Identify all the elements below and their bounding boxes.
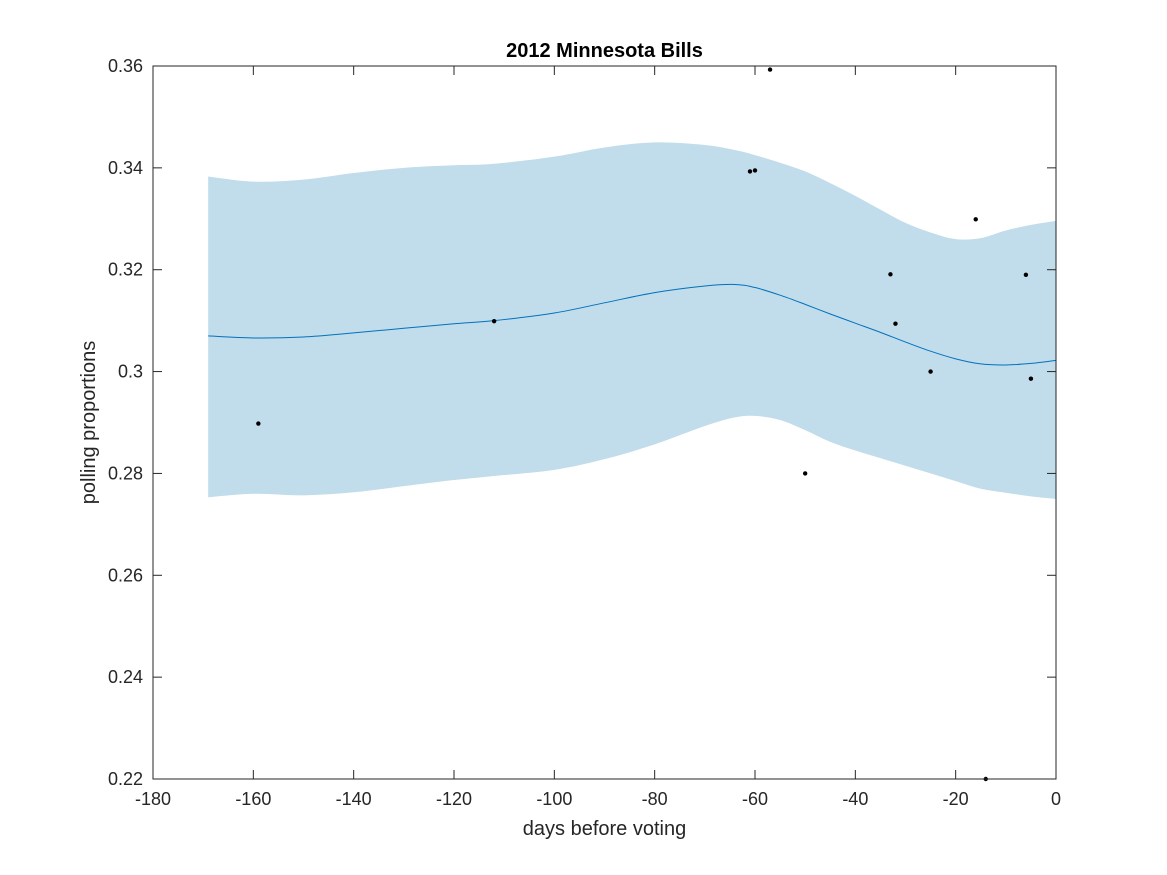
ticks-layer: -180 -160 -140 -120 -100 -80 -60 -40 -20 0 0.22 0.2… <box>108 56 1061 809</box>
data-point <box>491 318 497 324</box>
data-point <box>1028 376 1034 381</box>
x-axis-label: days before voting <box>523 818 686 840</box>
chart-title: 2012 Minnesota Bills <box>506 40 703 62</box>
y-axis-label: polling proportions <box>78 341 100 504</box>
axes-frame <box>152 65 1057 780</box>
y-tick-label: 0.36 <box>108 56 143 76</box>
confidence-band-layer <box>208 142 1056 499</box>
x-tick-label: -180 <box>135 789 171 809</box>
y-tick-label: 0.28 <box>108 463 143 483</box>
data-point <box>1023 272 1029 278</box>
confidence-band <box>208 142 1056 499</box>
y-tick-label: 0.32 <box>108 260 143 280</box>
data-point <box>802 471 808 476</box>
data-point <box>888 272 893 277</box>
x-tick-label: 0 <box>1051 789 1061 809</box>
y-tick-label: 0.3 <box>118 362 143 382</box>
y-tick-label: 0.26 <box>108 565 143 585</box>
x-tick-label: -160 <box>235 789 271 809</box>
x-tick-label: -140 <box>336 789 372 809</box>
y-tick-label: 0.22 <box>108 769 143 789</box>
trend-line-layer <box>208 283 1057 366</box>
data-point <box>928 369 933 374</box>
trend-line <box>208 283 1057 366</box>
data-points-layer <box>256 67 1034 782</box>
data-point <box>256 421 261 426</box>
data-point <box>752 168 758 173</box>
data-point <box>893 321 898 326</box>
data-point <box>747 169 753 174</box>
y-tick-label: 0.24 <box>108 667 143 687</box>
data-point <box>767 67 773 72</box>
data-point <box>973 217 978 222</box>
y-tick-label: 0.34 <box>108 158 143 178</box>
x-tick-label: -40 <box>842 789 868 809</box>
x-tick-label: -100 <box>536 789 572 809</box>
x-tick-label: -20 <box>943 789 969 809</box>
x-tick-label: -60 <box>742 789 768 809</box>
x-tick-label: -120 <box>436 789 472 809</box>
x-tick-label: -80 <box>642 789 668 809</box>
